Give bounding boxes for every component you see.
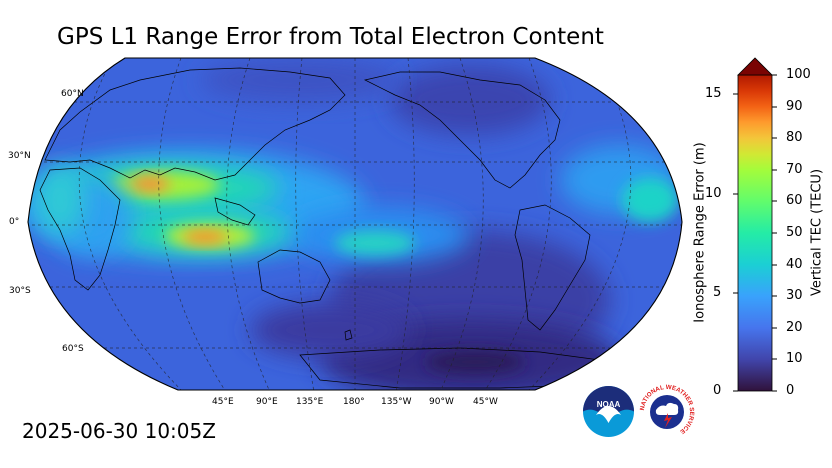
lon-label-180: 180° xyxy=(343,397,365,407)
lat-label-30n: 30°N xyxy=(8,151,31,161)
lon-label-45e: 45°E xyxy=(212,397,234,407)
chart-title: GPS L1 Range Error from Total Electron C… xyxy=(57,24,604,50)
colorbar-extend-arrow xyxy=(737,57,773,76)
timestamp: 2025-06-30 10:05Z xyxy=(22,419,216,443)
lat-label-60n: 60°N xyxy=(61,89,84,99)
tec-field xyxy=(28,58,682,390)
tec-tick-80: 80 xyxy=(786,130,803,145)
tec-tick-0: 0 xyxy=(786,383,795,398)
lon-label-135e: 135°E xyxy=(296,397,324,407)
tec-tick-30: 30 xyxy=(786,288,803,303)
tec-tick-90: 90 xyxy=(786,99,803,114)
colorbar-left-ticks xyxy=(733,93,738,392)
tec-tick-40: 40 xyxy=(786,257,803,272)
colorbar xyxy=(733,57,777,392)
lon-label-135w: 135°W xyxy=(381,397,412,407)
lon-label-45w: 45°W xyxy=(473,397,498,407)
gridlines xyxy=(28,58,682,390)
lon-label-90w: 90°W xyxy=(429,397,454,407)
tec-axis-title: Vertical TEC (TECU) xyxy=(809,168,825,297)
tec-tick-60: 60 xyxy=(786,193,803,208)
tec-tick-100: 100 xyxy=(786,67,811,82)
map-boundary xyxy=(27,57,683,391)
noaa-logo-text: NOAA xyxy=(597,400,621,409)
colorbar-right-ticks xyxy=(772,74,777,392)
lat-label-60s: 60°S xyxy=(62,344,84,354)
tec-tick-50: 50 xyxy=(786,225,803,240)
range-error-tick-15: 15 xyxy=(705,86,722,101)
noaa-logo: NOAA xyxy=(583,386,634,437)
lat-label-30s: 30°S xyxy=(9,286,31,296)
range-error-tick-5: 5 xyxy=(713,285,722,300)
range-error-axis-title: Ionosphere Range Error (m) xyxy=(692,142,708,323)
tec-tick-20: 20 xyxy=(786,320,803,335)
colorbar-gradient xyxy=(737,74,773,392)
tec-tick-70: 70 xyxy=(786,162,803,177)
range-error-tick-10: 10 xyxy=(705,186,722,201)
nws-logo: NATIONAL WEATHER SERVICE xyxy=(639,384,695,439)
tec-tick-10: 10 xyxy=(786,351,803,366)
lon-label-90e: 90°E xyxy=(256,397,278,407)
range-error-tick-0: 0 xyxy=(713,383,722,398)
lat-label-equator: 0° xyxy=(9,217,20,227)
